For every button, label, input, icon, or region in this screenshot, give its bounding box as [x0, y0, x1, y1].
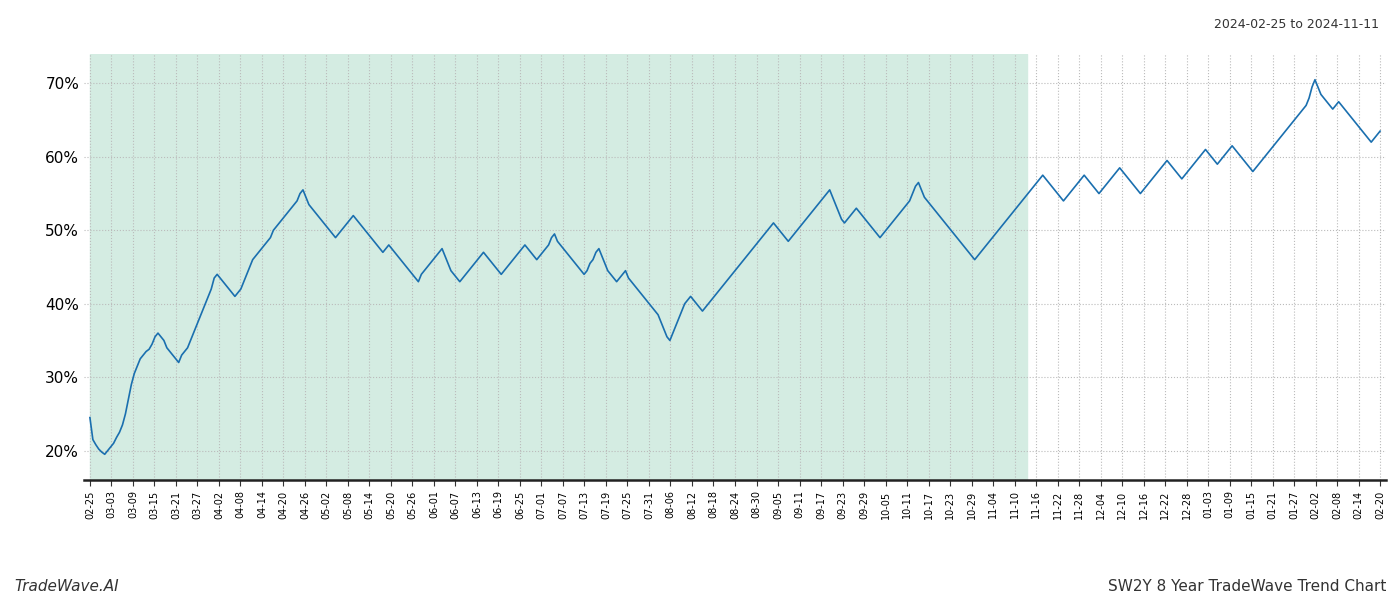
Text: 2024-02-25 to 2024-11-11: 2024-02-25 to 2024-11-11 [1214, 18, 1379, 31]
Text: SW2Y 8 Year TradeWave Trend Chart: SW2Y 8 Year TradeWave Trend Chart [1107, 579, 1386, 594]
Bar [90, 54, 1028, 480]
Text: TradeWave.AI: TradeWave.AI [14, 579, 119, 594]
